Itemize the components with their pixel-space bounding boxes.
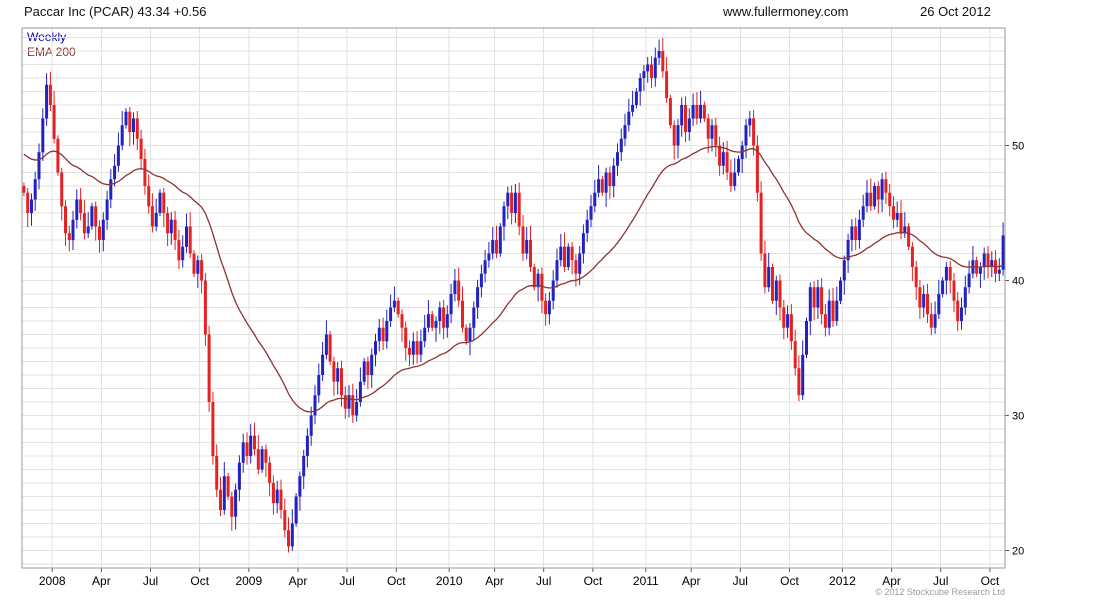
x-axis-label: 2012 bbox=[829, 574, 856, 588]
x-axis-label: Jul bbox=[536, 574, 551, 588]
x-axis-label: Oct bbox=[387, 574, 406, 588]
x-axis-label: Apr bbox=[485, 574, 504, 588]
instrument-title: Paccar Inc (PCAR) bbox=[24, 4, 134, 19]
candlestick-series bbox=[22, 38, 1005, 553]
x-axis-label: Jul bbox=[143, 574, 158, 588]
x-axis-label: 2010 bbox=[436, 574, 463, 588]
legend-ema-200: EMA 200 bbox=[27, 45, 76, 59]
gridlines bbox=[22, 28, 1005, 568]
x-axis-label: Apr bbox=[289, 574, 308, 588]
x-axis-label: Jul bbox=[339, 574, 354, 588]
chart-header: Paccar Inc (PCAR) 43.34 +0.56 bbox=[24, 4, 207, 19]
x-axis-label: Oct bbox=[584, 574, 603, 588]
y-axis-label: 20 bbox=[1012, 546, 1024, 558]
x-axis-label: Oct bbox=[190, 574, 209, 588]
x-axis-label: Jul bbox=[733, 574, 748, 588]
axis-labels: 2008 Apr Jul Oct 2009 Apr Jul Oct 2010 Apr Jul Oct 2… bbox=[39, 141, 1024, 589]
x-axis-label: Oct bbox=[981, 574, 1000, 588]
x-axis-label: Jul bbox=[933, 574, 948, 588]
last-price: 43.34 bbox=[137, 4, 170, 19]
x-axis-label: Apr bbox=[682, 574, 701, 588]
x-axis-label: Oct bbox=[780, 574, 799, 588]
x-axis-label: Apr bbox=[882, 574, 901, 588]
website-label: www.fullermoney.com bbox=[723, 4, 849, 19]
ema-line bbox=[23, 145, 1004, 413]
y-axis-label: 40 bbox=[1012, 276, 1024, 288]
x-axis-label: 2008 bbox=[39, 574, 66, 588]
x-axis-label: 2009 bbox=[235, 574, 262, 588]
copyright-notice: © 2012 Stockcube Research Ltd bbox=[875, 587, 1005, 597]
x-axis-label: Apr bbox=[92, 574, 111, 588]
chart-date: 26 Oct 2012 bbox=[920, 4, 991, 19]
y-axis-label: 50 bbox=[1012, 141, 1024, 153]
x-axis-label: 2011 bbox=[633, 574, 659, 588]
price-change: +0.56 bbox=[173, 4, 207, 19]
plot-border bbox=[21, 27, 1006, 569]
y-axis-label: 30 bbox=[1012, 410, 1024, 422]
